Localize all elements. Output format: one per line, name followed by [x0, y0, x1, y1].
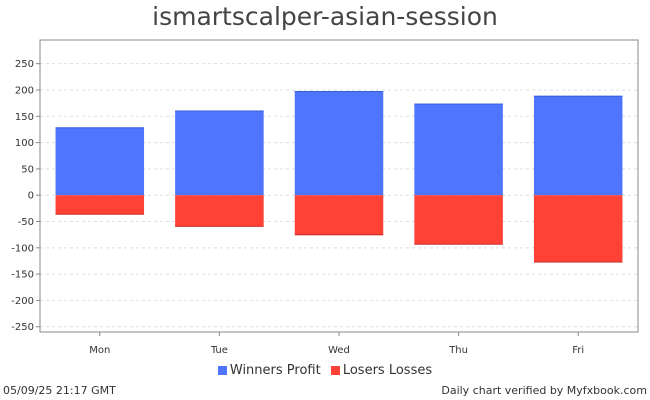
bar-winners-thu	[414, 103, 503, 196]
y-tick-label: -150	[11, 270, 34, 281]
bar-winners-wed	[294, 91, 384, 196]
legend-swatch-losers	[330, 366, 340, 375]
y-tick-label: -100	[11, 243, 34, 254]
y-tick-label: 50	[21, 164, 34, 175]
footer-timestamp: 05/09/25 21:17 GMT	[3, 384, 116, 397]
y-tick-label: -50	[18, 217, 34, 228]
bar-winners-tue	[175, 110, 264, 196]
bar-losers-fri	[533, 195, 623, 263]
legend-label-losers: Losers Losses	[342, 363, 433, 378]
bar-losers-tue	[175, 195, 264, 227]
bar-losers-mon	[55, 195, 145, 215]
bar-winners-fri	[533, 95, 623, 196]
x-tick-label-fri: Fri	[572, 345, 584, 356]
x-tick-label-wed: Wed	[328, 345, 350, 356]
y-tick-label: -250	[11, 322, 34, 333]
y-tick-label: 0	[28, 191, 34, 202]
legend: Winners Profit Losers Losses	[0, 363, 650, 379]
y-tick-label: 100	[15, 138, 34, 149]
footer-verified: Daily chart verified by Myfxbook.com	[441, 384, 647, 397]
y-tick-label: 150	[15, 112, 34, 123]
chart-title: ismartscalper-asian-session	[152, 2, 498, 31]
y-tick-label: -200	[11, 296, 34, 307]
legend-item-losers: Losers Losses	[330, 363, 433, 378]
bar-losers-wed	[294, 195, 384, 236]
legend-item-winners: Winners Profit	[217, 363, 321, 378]
x-tick-label-thu: Thu	[448, 345, 468, 356]
y-tick-label: 250	[15, 59, 34, 70]
legend-label-winners: Winners Profit	[229, 363, 321, 378]
x-tick-label-tue: Tue	[210, 345, 228, 356]
y-tick-label: 200	[15, 85, 34, 96]
legend-swatch-winners	[217, 366, 227, 375]
x-tick-label-mon: Mon	[89, 345, 110, 356]
bar-losers-thu	[414, 195, 503, 245]
bar-winners-mon	[55, 127, 145, 196]
